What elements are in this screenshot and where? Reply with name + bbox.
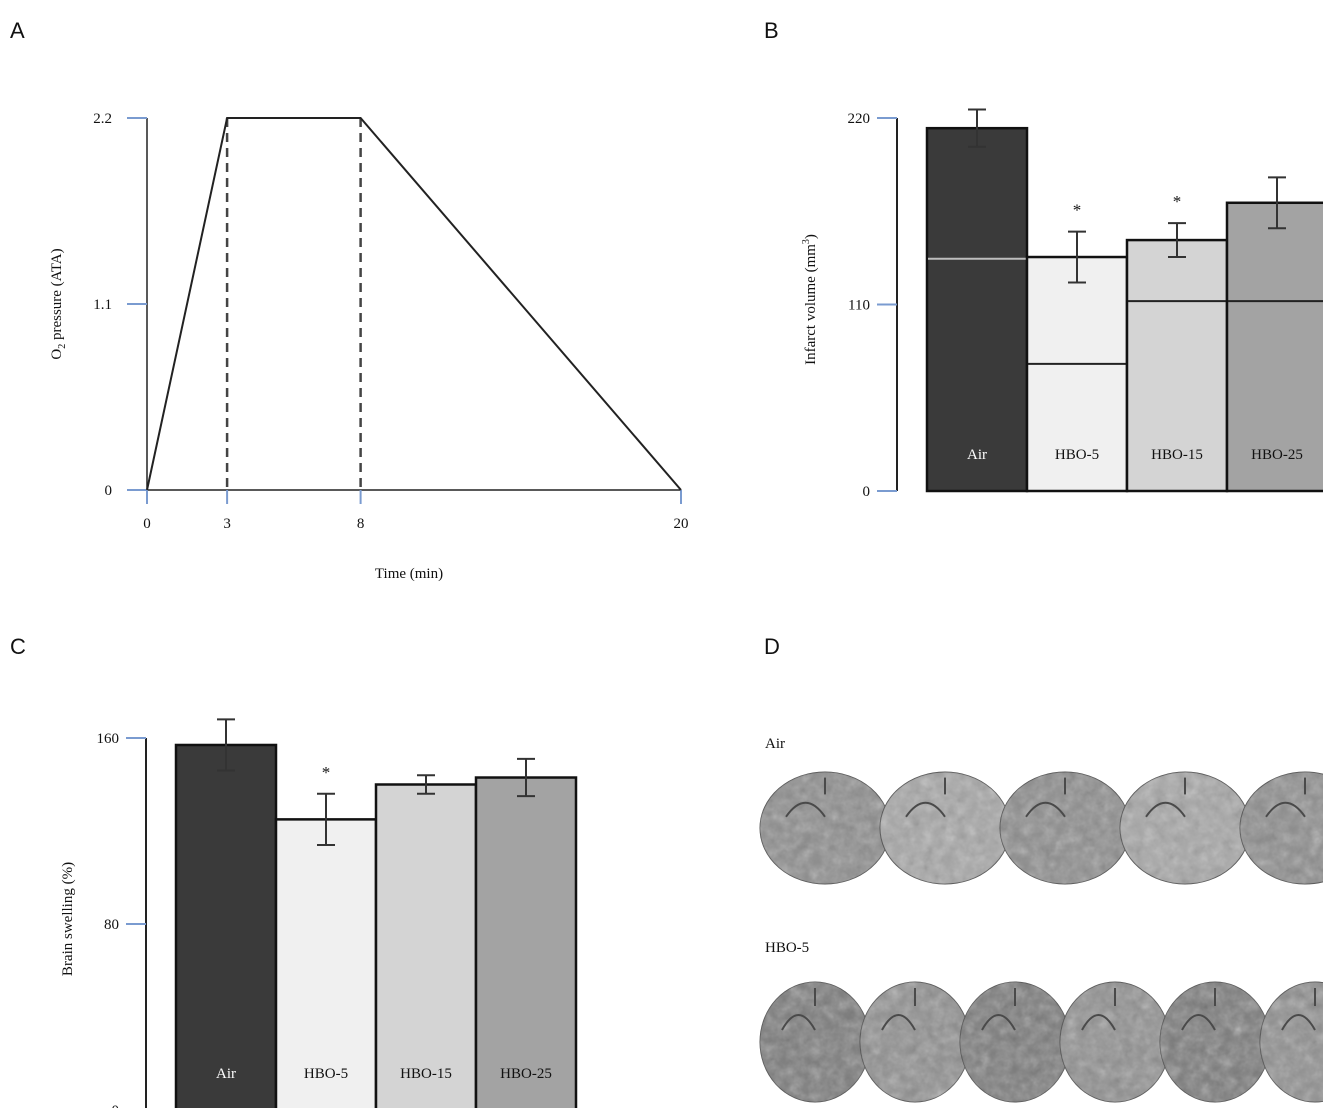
panel-letter-d: D <box>764 634 780 659</box>
brain-slice-structure <box>1025 801 1066 818</box>
y-label-rest: pressure (ATA) <box>49 248 65 343</box>
bar-label: HBO-15 <box>1151 447 1203 463</box>
brain-slice-texture <box>1160 982 1270 1102</box>
y-label-main: Infarct volume (mm <box>803 244 819 365</box>
x-tick-label: 20 <box>674 516 689 532</box>
y-axis-label: Infarct volume (mm3) <box>801 234 819 365</box>
brain-slice-texture <box>1260 982 1323 1102</box>
panel-a-line-chart: 0 1.1 2.2 0 3 8 20 Time (min) O2 pressure (ATA) <box>49 111 689 582</box>
y-label-end: ) <box>803 234 819 239</box>
panel-letter-c: C <box>10 634 26 659</box>
row-label: HBO-5 <box>765 940 809 956</box>
y-tick-label: 0 <box>105 483 113 499</box>
panel-d-brain-slices: Air HBO-5 <box>759 736 1323 1103</box>
y-tick-label: 1.1 <box>93 297 112 313</box>
brain-slice-structure <box>1281 1014 1316 1031</box>
bar-hbo-15 <box>1125 238 1229 493</box>
brain-slice-structure <box>905 801 946 818</box>
y-tick-label: 160 <box>97 731 120 747</box>
y-tick-label: 2.2 <box>93 111 112 127</box>
panel-letter-b: B <box>764 18 779 43</box>
bar-label: Air <box>216 1066 236 1082</box>
x-tick-label: 3 <box>223 516 231 532</box>
x-tick-label: 0 <box>143 516 151 532</box>
y-label-superscript: 3 <box>801 239 812 244</box>
row-label: Air <box>765 736 785 752</box>
bar-hbo-15 <box>374 783 478 1108</box>
brain-slice-structure <box>785 801 826 818</box>
y-tick-label: 0 <box>863 484 871 500</box>
y-axis-label: O2 pressure (ATA) <box>49 248 68 359</box>
brain-slice-structure <box>881 1014 916 1031</box>
brain-slice-texture <box>880 772 1010 884</box>
bar-label: HBO-25 <box>500 1066 552 1082</box>
bar-air <box>174 743 278 1108</box>
significance-star: * <box>322 763 331 782</box>
pressure-profile-line <box>146 117 682 491</box>
y-label-subscript: 2 <box>57 344 68 349</box>
brain-slice-texture <box>760 982 870 1102</box>
bar-hbo-25 <box>474 776 578 1108</box>
bar-label: HBO-5 <box>304 1066 348 1082</box>
bar-air <box>925 126 1029 493</box>
bar-hbo-25 <box>1225 201 1323 493</box>
y-tick-label: 80 <box>104 917 119 933</box>
brain-slice-structure <box>981 1014 1016 1031</box>
panel-c-bar-chart: 0 80 160 Air * HBO-5 HBO-15 HBO-25 Brain swellin… <box>60 718 578 1108</box>
x-tick-label: 8 <box>357 516 365 532</box>
brain-slice-texture <box>1120 772 1250 884</box>
bar-label: Air <box>967 447 987 463</box>
brain-slice-texture <box>760 772 890 884</box>
brain-slice-texture <box>1240 772 1323 884</box>
y-label-o: O <box>49 349 65 360</box>
y-tick-label: 0 <box>112 1103 120 1108</box>
brain-slice-texture <box>860 982 970 1102</box>
brain-slice-structure <box>1081 1014 1116 1031</box>
panel-b-bar-chart: 0 110 220 Air * HBO-5 * HBO-15 HBO-25 Infarct vol… <box>801 108 1323 500</box>
y-axis-label: Brain swelling (%) <box>60 862 76 976</box>
brain-slice-structure <box>1265 801 1306 818</box>
brain-slice-texture <box>1060 982 1170 1102</box>
brain-slice-structure <box>781 1014 816 1031</box>
y-tick-label: 220 <box>848 111 871 127</box>
panel-letter-a: A <box>10 18 25 43</box>
bar-label: HBO-15 <box>400 1066 452 1082</box>
x-axis-label: Time (min) <box>375 566 443 582</box>
brain-slice-structure <box>1181 1014 1216 1031</box>
significance-star: * <box>1173 192 1182 211</box>
bar-label: HBO-25 <box>1251 447 1303 463</box>
brain-slice-texture <box>960 982 1070 1102</box>
significance-star: * <box>1073 201 1082 220</box>
brain-slice-structure <box>1145 801 1186 818</box>
bar-label: HBO-5 <box>1055 447 1099 463</box>
y-tick-label: 110 <box>848 298 870 314</box>
bar-hbo-5 <box>274 818 378 1108</box>
brain-slice-texture <box>1000 772 1130 884</box>
